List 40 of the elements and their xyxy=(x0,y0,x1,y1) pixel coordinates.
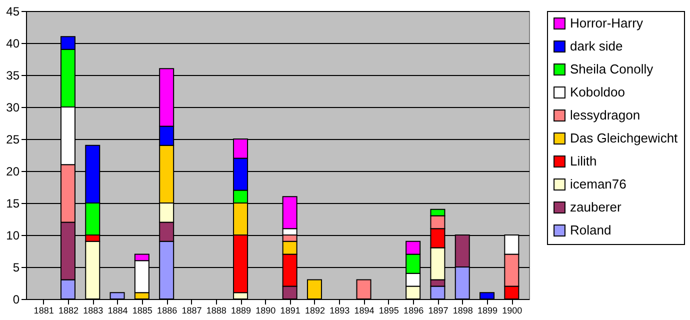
x-tick-label: 1890 xyxy=(256,306,276,316)
y-tick-label: 25 xyxy=(6,132,20,146)
legend-label: Sheila Conolly xyxy=(570,62,654,76)
x-tick-label: 1889 xyxy=(231,306,252,316)
x-tick-label: 1894 xyxy=(354,306,374,316)
y-tick-label: 40 xyxy=(6,36,20,50)
x-tick-label: 1892 xyxy=(304,306,325,316)
legend-label: Koboldoo xyxy=(570,84,625,100)
legend-label: Lilith xyxy=(570,154,597,168)
x-tick-label: 1886 xyxy=(157,306,178,316)
x-tick-label: 1883 xyxy=(83,306,104,316)
x-tick-label: 1884 xyxy=(108,306,128,316)
x-tick-label: 1896 xyxy=(404,306,424,316)
legend-label: iceman76 xyxy=(570,176,626,192)
legend-label: Horror-Harry xyxy=(570,16,644,30)
y-tick-label: 15 xyxy=(6,196,20,210)
x-tick-label: 1881 xyxy=(34,306,54,316)
x-tick-label: 1888 xyxy=(206,306,226,316)
legend-label: dark side xyxy=(570,38,623,54)
x-tick-label: 1895 xyxy=(378,306,399,316)
x-tick-label: 1882 xyxy=(58,306,78,316)
legend-label: zauberer xyxy=(570,200,622,214)
legend-label: Roland xyxy=(570,222,612,238)
legend-label: lessydragon xyxy=(570,108,640,122)
legend-label: Das Gleichgewicht xyxy=(570,130,678,146)
x-tick-label: 1897 xyxy=(428,306,448,316)
x-tick-label: 1900 xyxy=(502,306,522,316)
y-tick-label: 20 xyxy=(6,164,20,178)
x-tick-label: 1887 xyxy=(182,306,202,316)
y-tick-label: 10 xyxy=(6,228,20,242)
x-tick-label: 1893 xyxy=(330,306,350,316)
y-tick-label: 0 xyxy=(12,292,20,306)
x-tick-label: 1899 xyxy=(478,306,498,316)
x-tick-label: 1885 xyxy=(132,306,152,316)
y-tick-label: 45 xyxy=(6,4,20,18)
x-tick-label: 1898 xyxy=(452,306,473,316)
y-tick-label: 5 xyxy=(12,260,20,274)
x-tick-label: 1891 xyxy=(280,306,300,316)
y-tick-label: 35 xyxy=(6,68,20,82)
y-tick-label: 30 xyxy=(6,100,20,114)
